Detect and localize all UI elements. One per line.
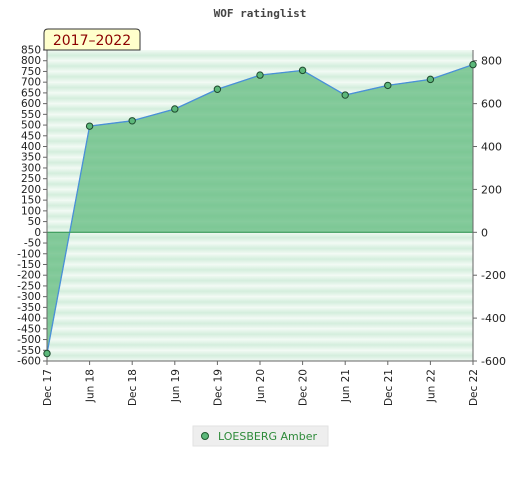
- grid-band: [47, 60, 473, 72]
- left-tick-label: 400: [21, 141, 41, 153]
- left-tick-label: 550: [21, 109, 41, 121]
- left-tick-label: -400: [17, 313, 41, 325]
- x-tick-label: Dec 19: [212, 369, 224, 406]
- chart-title: WOF ratinglist: [214, 7, 307, 20]
- legend-marker: [201, 432, 209, 440]
- data-point: [171, 105, 179, 113]
- left-tick-label: -150: [17, 259, 41, 271]
- left-tick-label: 850: [21, 45, 41, 57]
- left-tick-label: 100: [21, 205, 41, 217]
- grid-band: [47, 253, 473, 265]
- right-tick-label: 400: [481, 141, 502, 154]
- legend: LOESBERG Amber: [192, 425, 329, 447]
- data-point: [384, 81, 392, 90]
- left-tick-label: -250: [17, 280, 41, 292]
- grid-band: [47, 275, 473, 286]
- left-tick-label: -550: [17, 345, 41, 357]
- grid-band: [47, 50, 473, 61]
- left-tick-label: 50: [28, 216, 41, 228]
- x-tick-label: Dec 18: [127, 369, 139, 406]
- left-tick-label: -200: [17, 270, 41, 282]
- legend-label: LOESBERG Amber: [218, 430, 317, 443]
- data-point: [469, 60, 477, 69]
- left-tick-label: 800: [21, 55, 41, 67]
- x-tick-label: Jun 20: [255, 369, 267, 403]
- right-tick-label: 200: [481, 183, 502, 196]
- left-tick-label: 500: [21, 120, 41, 132]
- grid-band: [47, 339, 473, 351]
- x-tick-label: Jun 18: [85, 369, 97, 403]
- grid-band: [47, 264, 473, 276]
- left-tick-label: 0: [34, 227, 41, 239]
- right-tick-label: 0: [481, 226, 488, 239]
- grid-band: [47, 318, 473, 329]
- grid-band: [47, 285, 473, 297]
- left-tick-label: 300: [21, 162, 41, 174]
- x-tick-label: Jun 19: [170, 369, 182, 403]
- grid-band: [47, 232, 473, 244]
- data-point: [43, 349, 51, 358]
- left-tick-label: 350: [21, 152, 41, 164]
- grid-band: [47, 296, 473, 308]
- left-tick-label: 250: [21, 173, 41, 185]
- left-tick-label: -100: [17, 248, 41, 260]
- grid-band: [47, 328, 473, 340]
- data-point: [128, 117, 136, 125]
- left-tick-label: 450: [21, 130, 41, 142]
- grid-band: [47, 243, 473, 254]
- left-tick-label: 150: [21, 195, 41, 207]
- period-badge-text: 2017–2022: [53, 33, 131, 49]
- left-tick-label: 650: [21, 87, 41, 99]
- left-tick-label: -50: [24, 238, 41, 250]
- left-tick-label: 750: [21, 66, 41, 78]
- left-tick-label: -300: [17, 291, 41, 303]
- series-markers: [43, 60, 477, 358]
- right-axis: -600 -400 -200 0 200 400 600 800: [472, 50, 506, 368]
- x-tick-label: Dec 21: [383, 369, 395, 406]
- x-tick-label: Jun 21: [340, 369, 352, 403]
- data-point: [213, 85, 222, 93]
- data-point: [85, 122, 94, 130]
- left-tick-label: -600: [17, 356, 41, 368]
- grid-band: [47, 307, 473, 319]
- data-point: [341, 91, 349, 99]
- left-axis: -600-550-500-450-400-350-300-250-200-150…: [17, 45, 48, 368]
- x-tick-label: Dec 22: [468, 369, 480, 406]
- left-tick-label: 600: [21, 98, 41, 110]
- left-tick-label: 200: [21, 184, 41, 196]
- x-tick-label: Jun 22: [425, 369, 437, 403]
- left-tick-label: -450: [17, 323, 41, 335]
- data-point: [256, 71, 264, 79]
- grid-band: [47, 350, 473, 361]
- left-tick-label: -350: [17, 302, 41, 314]
- x-tick-label: Dec 17: [42, 369, 54, 406]
- right-tick-label: 600: [481, 98, 502, 111]
- data-point: [426, 75, 435, 84]
- left-tick-label: 700: [21, 77, 41, 89]
- data-point: [298, 66, 307, 75]
- x-axis: Dec 17 Jun 18 Dec 18 Jun 19 Dec 19 Jun 20 Dec …: [42, 360, 480, 406]
- left-tick-label: -500: [17, 334, 41, 346]
- right-tick-label: 800: [481, 55, 502, 68]
- period-badge: 2017–2022: [43, 28, 141, 51]
- right-tick-label: -200: [481, 269, 506, 282]
- right-tick-label: -400: [481, 312, 506, 325]
- right-tick-label: -600: [481, 355, 506, 368]
- x-tick-label: Dec 20: [298, 369, 310, 406]
